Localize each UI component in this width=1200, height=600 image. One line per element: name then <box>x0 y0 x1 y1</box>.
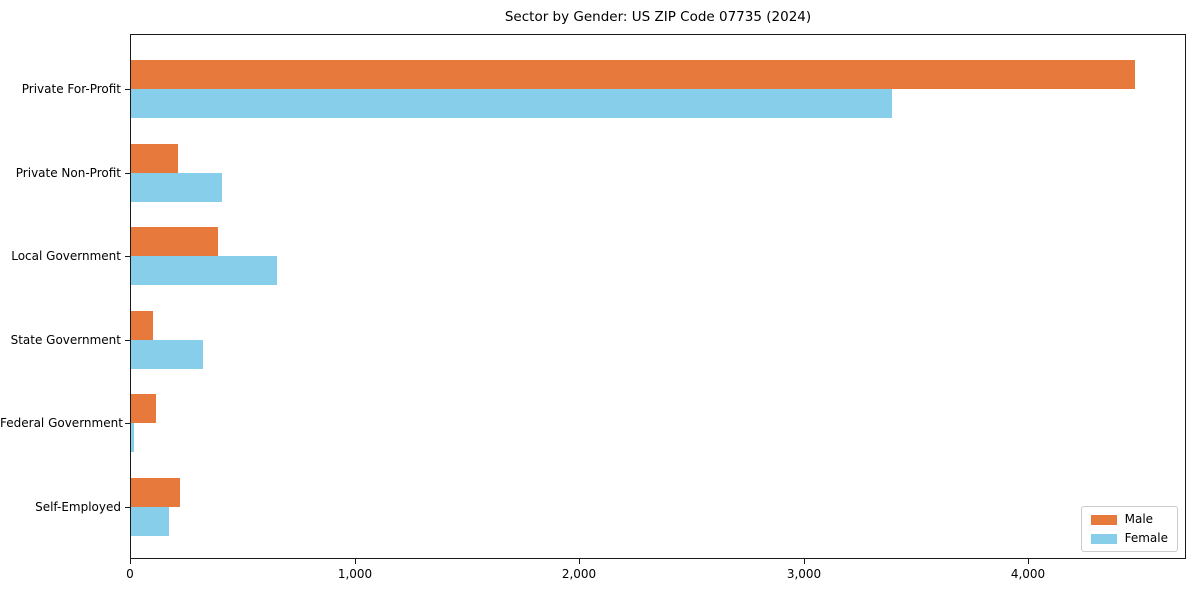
bar-male-local-government <box>131 227 219 257</box>
legend-label-male: Male <box>1124 512 1154 526</box>
bar-male-state-government <box>131 310 153 340</box>
bar-male-federal-government <box>131 394 156 424</box>
x-tick-label: 0 <box>126 567 134 581</box>
x-tick <box>804 559 805 564</box>
legend-swatch-male <box>1090 514 1117 525</box>
bar-female-self-employed <box>131 507 169 536</box>
x-tick-label: 3,000 <box>786 567 822 581</box>
x-tick-label: 2,000 <box>561 567 597 581</box>
bar-male-private-for-profit <box>131 60 1135 89</box>
bar-female-private-for-profit <box>131 89 893 118</box>
plot-area: Male Female <box>130 34 1186 559</box>
y-tick-label: Self-Employed <box>35 500 121 514</box>
y-tick-label: Federal Government <box>0 416 123 431</box>
y-tick-label: Private Non-Profit <box>15 165 121 180</box>
bar-female-local-government <box>131 256 277 286</box>
legend-item-female: Female <box>1090 531 1168 545</box>
bar-female-private-non-profit <box>131 172 222 202</box>
y-tick <box>125 339 130 341</box>
legend: Male Female <box>1080 506 1178 552</box>
x-tick <box>130 559 131 564</box>
bar-female-federal-government <box>131 423 134 453</box>
x-tick <box>355 559 356 564</box>
y-tick <box>125 423 130 425</box>
x-tick-label: 4,000 <box>1010 567 1046 581</box>
y-tick <box>125 507 130 508</box>
legend-label-female: Female <box>1124 531 1168 545</box>
y-tick-label: State Government <box>10 332 121 347</box>
x-tick <box>1028 559 1029 564</box>
x-tick-label: 1,000 <box>337 567 373 581</box>
chart-title: Sector by Gender: US ZIP Code 07735 (202… <box>504 9 812 25</box>
y-tick <box>125 256 130 258</box>
bar-male-private-non-profit <box>131 143 178 173</box>
y-tick-label: Local Government <box>11 249 121 264</box>
y-tick-label: Private For-Profit <box>21 82 121 96</box>
y-tick <box>125 172 130 174</box>
x-tick <box>579 559 580 564</box>
legend-item-male: Male <box>1090 512 1168 526</box>
y-tick <box>125 89 130 90</box>
legend-swatch-female <box>1090 533 1117 544</box>
bar-male-self-employed <box>131 478 180 507</box>
bar-female-state-government <box>131 339 204 369</box>
